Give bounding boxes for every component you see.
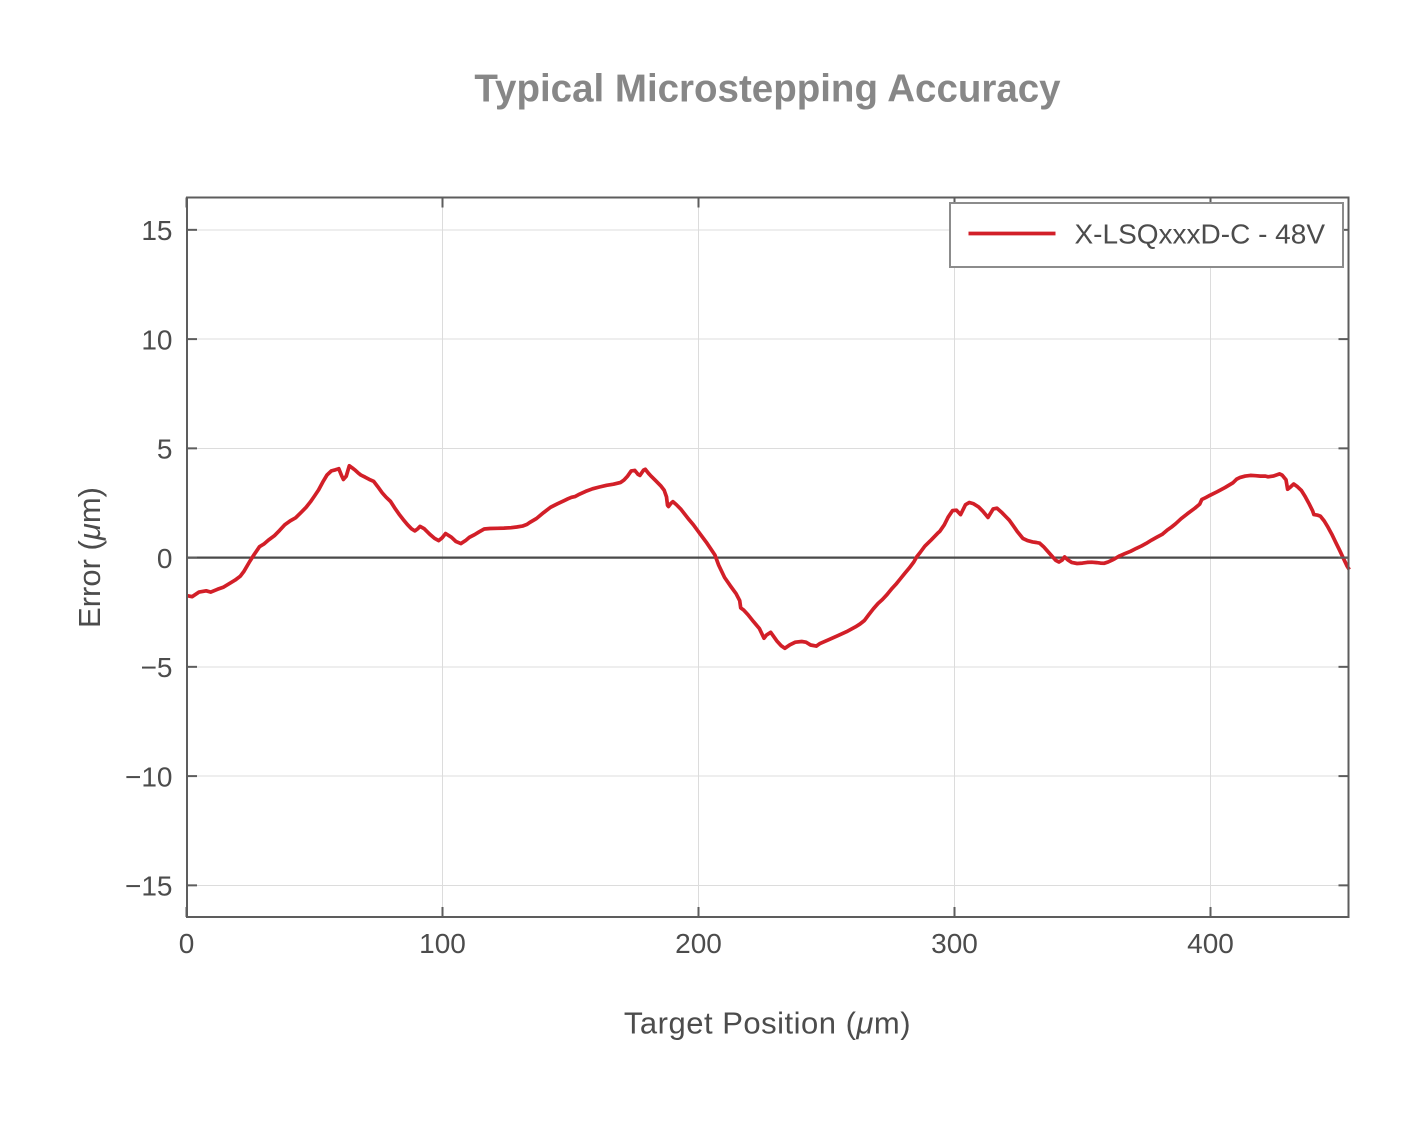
svg-text:Target Position (μm): Target Position (μm)	[624, 1006, 911, 1041]
svg-text:−5: −5	[141, 652, 173, 683]
svg-text:−10: −10	[125, 761, 173, 792]
svg-text:−15: −15	[125, 871, 173, 902]
svg-text:5: 5	[157, 434, 173, 465]
svg-text:200: 200	[675, 928, 722, 959]
svg-text:X-LSQxxxD-C - 48V: X-LSQxxxD-C - 48V	[1075, 219, 1326, 250]
svg-text:10: 10	[141, 324, 172, 355]
svg-text:400: 400	[1187, 928, 1234, 959]
svg-text:0: 0	[179, 928, 195, 959]
svg-text:100: 100	[419, 928, 466, 959]
svg-text:Error (μm): Error (μm)	[72, 487, 107, 628]
svg-text:300: 300	[931, 928, 978, 959]
svg-text:Typical Microstepping Accuracy: Typical Microstepping Accuracy	[474, 68, 1061, 111]
svg-text:0: 0	[157, 543, 173, 574]
svg-text:15: 15	[141, 215, 172, 246]
